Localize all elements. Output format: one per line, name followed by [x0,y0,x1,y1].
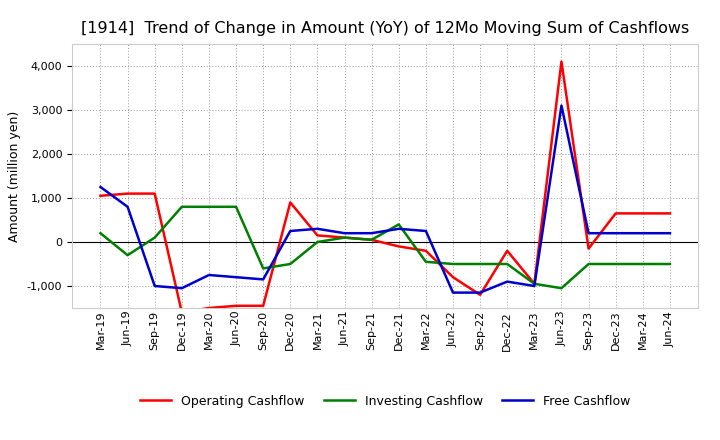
Operating Cashflow [367,237,376,242]
Operating Cashflow [150,191,159,196]
Title: [1914]  Trend of Change in Amount (YoY) of 12Mo Moving Sum of Cashflows: [1914] Trend of Change in Amount (YoY) o… [81,21,689,36]
Operating Cashflow [123,191,132,196]
Free Cashflow [421,228,430,234]
Free Cashflow [204,272,213,278]
Y-axis label: Amount (million yen): Amount (million yen) [8,110,21,242]
Operating Cashflow [476,292,485,297]
Free Cashflow [611,231,620,236]
Investing Cashflow [367,237,376,242]
Investing Cashflow [639,261,647,267]
Operating Cashflow [232,303,240,308]
Free Cashflow [150,283,159,289]
Operating Cashflow [395,244,403,249]
Investing Cashflow [232,204,240,209]
Free Cashflow [96,184,105,190]
Free Cashflow [665,231,674,236]
Free Cashflow [530,283,539,289]
Operating Cashflow [557,59,566,64]
Investing Cashflow [611,261,620,267]
Investing Cashflow [259,266,268,271]
Operating Cashflow [286,200,294,205]
Investing Cashflow [313,239,322,245]
Operating Cashflow [530,281,539,286]
Free Cashflow [476,290,485,295]
Investing Cashflow [341,235,349,240]
Free Cashflow [584,231,593,236]
Free Cashflow [395,226,403,231]
Investing Cashflow [421,259,430,264]
Investing Cashflow [665,261,674,267]
Investing Cashflow [204,204,213,209]
Free Cashflow [259,277,268,282]
Operating Cashflow [665,211,674,216]
Operating Cashflow [341,235,349,240]
Free Cashflow [232,275,240,280]
Investing Cashflow [178,204,186,209]
Free Cashflow [178,286,186,291]
Operating Cashflow [178,310,186,315]
Investing Cashflow [150,235,159,240]
Legend: Operating Cashflow, Investing Cashflow, Free Cashflow: Operating Cashflow, Investing Cashflow, … [135,390,635,413]
Operating Cashflow [611,211,620,216]
Investing Cashflow [530,281,539,286]
Operating Cashflow [96,193,105,198]
Free Cashflow [367,231,376,236]
Line: Free Cashflow: Free Cashflow [101,106,670,293]
Operating Cashflow [449,275,457,280]
Investing Cashflow [286,261,294,267]
Investing Cashflow [123,253,132,258]
Free Cashflow [341,231,349,236]
Line: Operating Cashflow: Operating Cashflow [101,62,670,312]
Operating Cashflow [259,303,268,308]
Free Cashflow [639,231,647,236]
Free Cashflow [449,290,457,295]
Investing Cashflow [557,286,566,291]
Operating Cashflow [639,211,647,216]
Free Cashflow [313,226,322,231]
Free Cashflow [123,204,132,209]
Operating Cashflow [204,305,213,311]
Free Cashflow [286,228,294,234]
Free Cashflow [557,103,566,108]
Investing Cashflow [503,261,511,267]
Investing Cashflow [584,261,593,267]
Operating Cashflow [421,248,430,253]
Line: Investing Cashflow: Investing Cashflow [101,207,670,288]
Investing Cashflow [395,222,403,227]
Investing Cashflow [96,231,105,236]
Operating Cashflow [313,233,322,238]
Operating Cashflow [503,248,511,253]
Operating Cashflow [584,246,593,251]
Investing Cashflow [476,261,485,267]
Free Cashflow [503,279,511,284]
Investing Cashflow [449,261,457,267]
